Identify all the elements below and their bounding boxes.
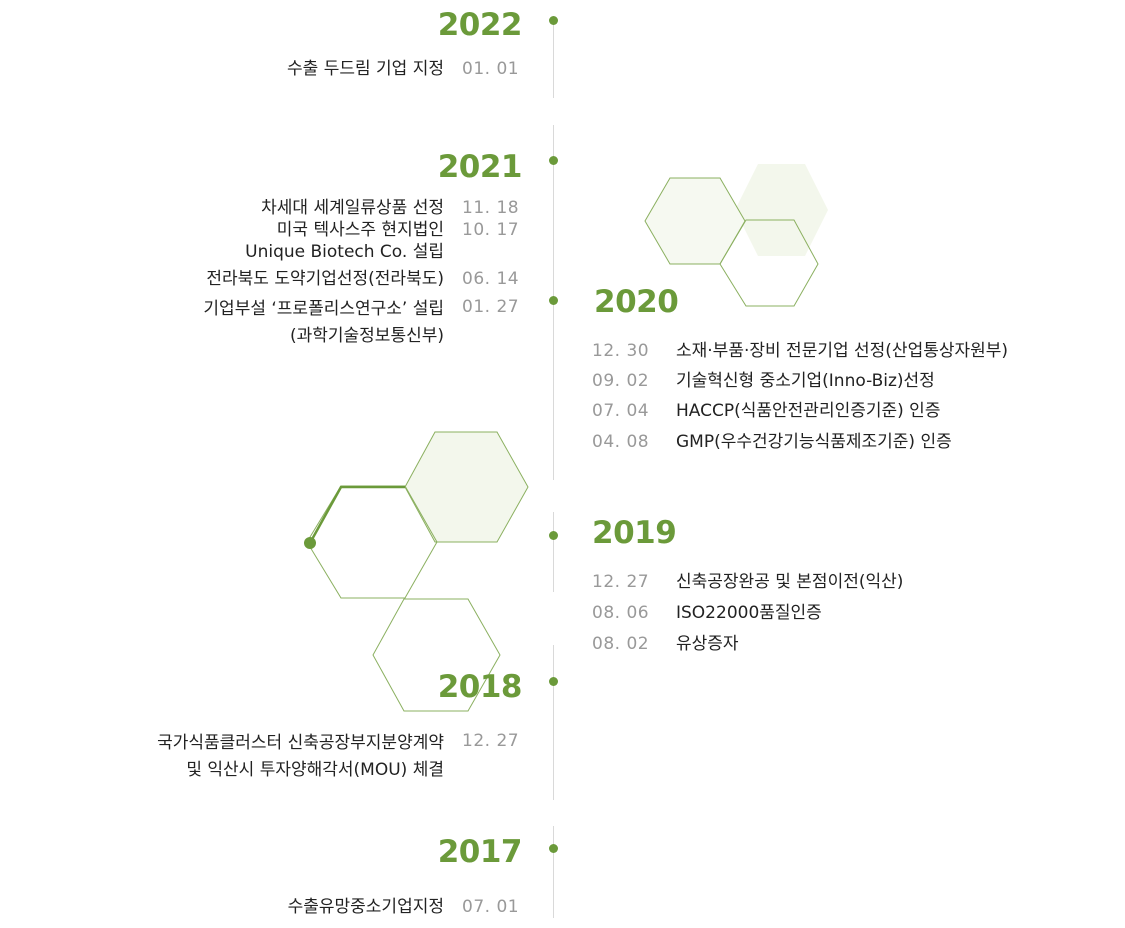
history-item-text: 유상증자 — [676, 634, 739, 654]
history-item: 08. 02 유상증자 — [592, 633, 739, 655]
year-2020: 2020 — [594, 284, 679, 320]
year-2022: 2022 — [437, 7, 523, 43]
history-item-text: 전라북도 도약기업선정(전라북도) — [206, 269, 444, 289]
history-item-date: 08. 02 — [592, 634, 650, 654]
history-item-date: 07. 04 — [592, 401, 650, 421]
history-item: 08. 06 ISO22000품질인증 — [592, 602, 822, 624]
year-2018: 2018 — [437, 669, 523, 705]
history-item: 07. 04 HACCP(식품안전관리인증기준) 인증 — [592, 400, 940, 422]
timeline-dot-2019 — [549, 531, 558, 540]
timeline-dot-2017 — [549, 844, 558, 853]
history-item-date: 08. 06 — [592, 603, 650, 623]
history-item: 수출유망중소기업지정 07. 01 — [288, 896, 522, 918]
history-item-date: 06. 14 — [462, 269, 520, 289]
history-item-line: 및 익산시 투자양해각서(MOU) 체결 — [186, 760, 444, 781]
history-item-text: 신축공장완공 및 본점이전(익산) — [676, 572, 904, 592]
history-item-text: HACCP(식품안전관리인증기준) 인증 — [676, 401, 941, 421]
history-item-date: 04. 08 — [592, 432, 650, 452]
timeline-dot-2020 — [549, 296, 558, 305]
year-2019: 2019 — [592, 515, 677, 551]
year-2017: 2017 — [437, 834, 523, 870]
history-item-date: 10. 17 — [462, 220, 520, 240]
history-item: 12. 27 신축공장완공 및 본점이전(익산) — [592, 571, 903, 593]
timeline-dot-2022 — [549, 16, 558, 25]
timeline-dot-2021 — [549, 156, 558, 165]
timeline-line — [553, 512, 554, 592]
history-item: 국가식품클러스터 신축공장부지분양계약 및 익산시 투자양해각서(MOU) 체결… — [157, 730, 522, 784]
history-item-line: (과학기술정보통신부) — [289, 326, 444, 347]
history-item: 미국 텍사스주 현지법인 Unique Biotech Co. 설립 10. 1… — [245, 219, 522, 263]
history-item-date: 09. 02 — [592, 371, 650, 391]
history-item-date: 07. 01 — [462, 897, 520, 917]
history-item: 12. 30 소재·부품·장비 전문기업 선정(산업통상자원부) — [592, 340, 1008, 362]
history-item-line: 기업부설 ‘프로폴리스연구소’ 설립 — [203, 299, 444, 319]
history-item-text: 수출유망중소기업지정 — [287, 897, 444, 917]
history-item-date: 12. 30 — [592, 341, 650, 361]
history-item: 전라북도 도약기업선정(전라북도) 06. 14 — [206, 268, 522, 290]
history-item-text: ISO22000품질인증 — [676, 603, 822, 623]
timeline-line — [553, 645, 554, 800]
year-2021: 2021 — [437, 149, 523, 185]
history-item-text: GMP(우수건강기능식품제조기준) 인증 — [676, 432, 952, 452]
history-item-date: 01. 01 — [462, 59, 520, 79]
history-item-text: 기업부설 ‘프로폴리스연구소’ 설립 (과학기술정보통신부) — [203, 296, 444, 350]
history-item-line: 국가식품클러스터 신축공장부지분양계약 — [157, 733, 444, 753]
timeline-dot-2018 — [549, 677, 558, 686]
history-item-line: 미국 텍사스주 현지법인 — [276, 220, 444, 240]
timeline-line — [553, 22, 554, 98]
history-item: 차세대 세계일류상품 선정 11. 18 — [261, 197, 522, 219]
history-item-text: 소재·부품·장비 전문기업 선정(산업통상자원부) — [676, 341, 1009, 361]
timeline-line — [553, 826, 554, 918]
history-item: 09. 02 기술혁신형 중소기업(Inno-Biz)선정 — [592, 370, 935, 392]
history-item-date: 01. 27 — [462, 297, 520, 317]
history-item-date: 12. 27 — [462, 731, 520, 751]
history-item-text: 국가식품클러스터 신축공장부지분양계약 및 익산시 투자양해각서(MOU) 체결 — [157, 730, 444, 784]
history-item-date: 12. 27 — [592, 572, 650, 592]
history-item-line: Unique Biotech Co. 설립 — [245, 242, 444, 263]
history-item-text: 기술혁신형 중소기업(Inno-Biz)선정 — [676, 371, 935, 391]
history-item-date: 11. 18 — [462, 198, 520, 218]
history-item-text: 차세대 세계일류상품 선정 — [261, 198, 444, 218]
history-item: 04. 08 GMP(우수건강기능식품제조기준) 인증 — [592, 431, 952, 453]
history-item: 수출 두드림 기업 지정 01. 01 — [287, 58, 522, 80]
history-item-text: 수출 두드림 기업 지정 — [287, 59, 444, 79]
history-item-text: 미국 텍사스주 현지법인 Unique Biotech Co. 설립 — [245, 219, 444, 263]
history-item: 기업부설 ‘프로폴리스연구소’ 설립 (과학기술정보통신부) 01. 27 — [203, 296, 522, 350]
